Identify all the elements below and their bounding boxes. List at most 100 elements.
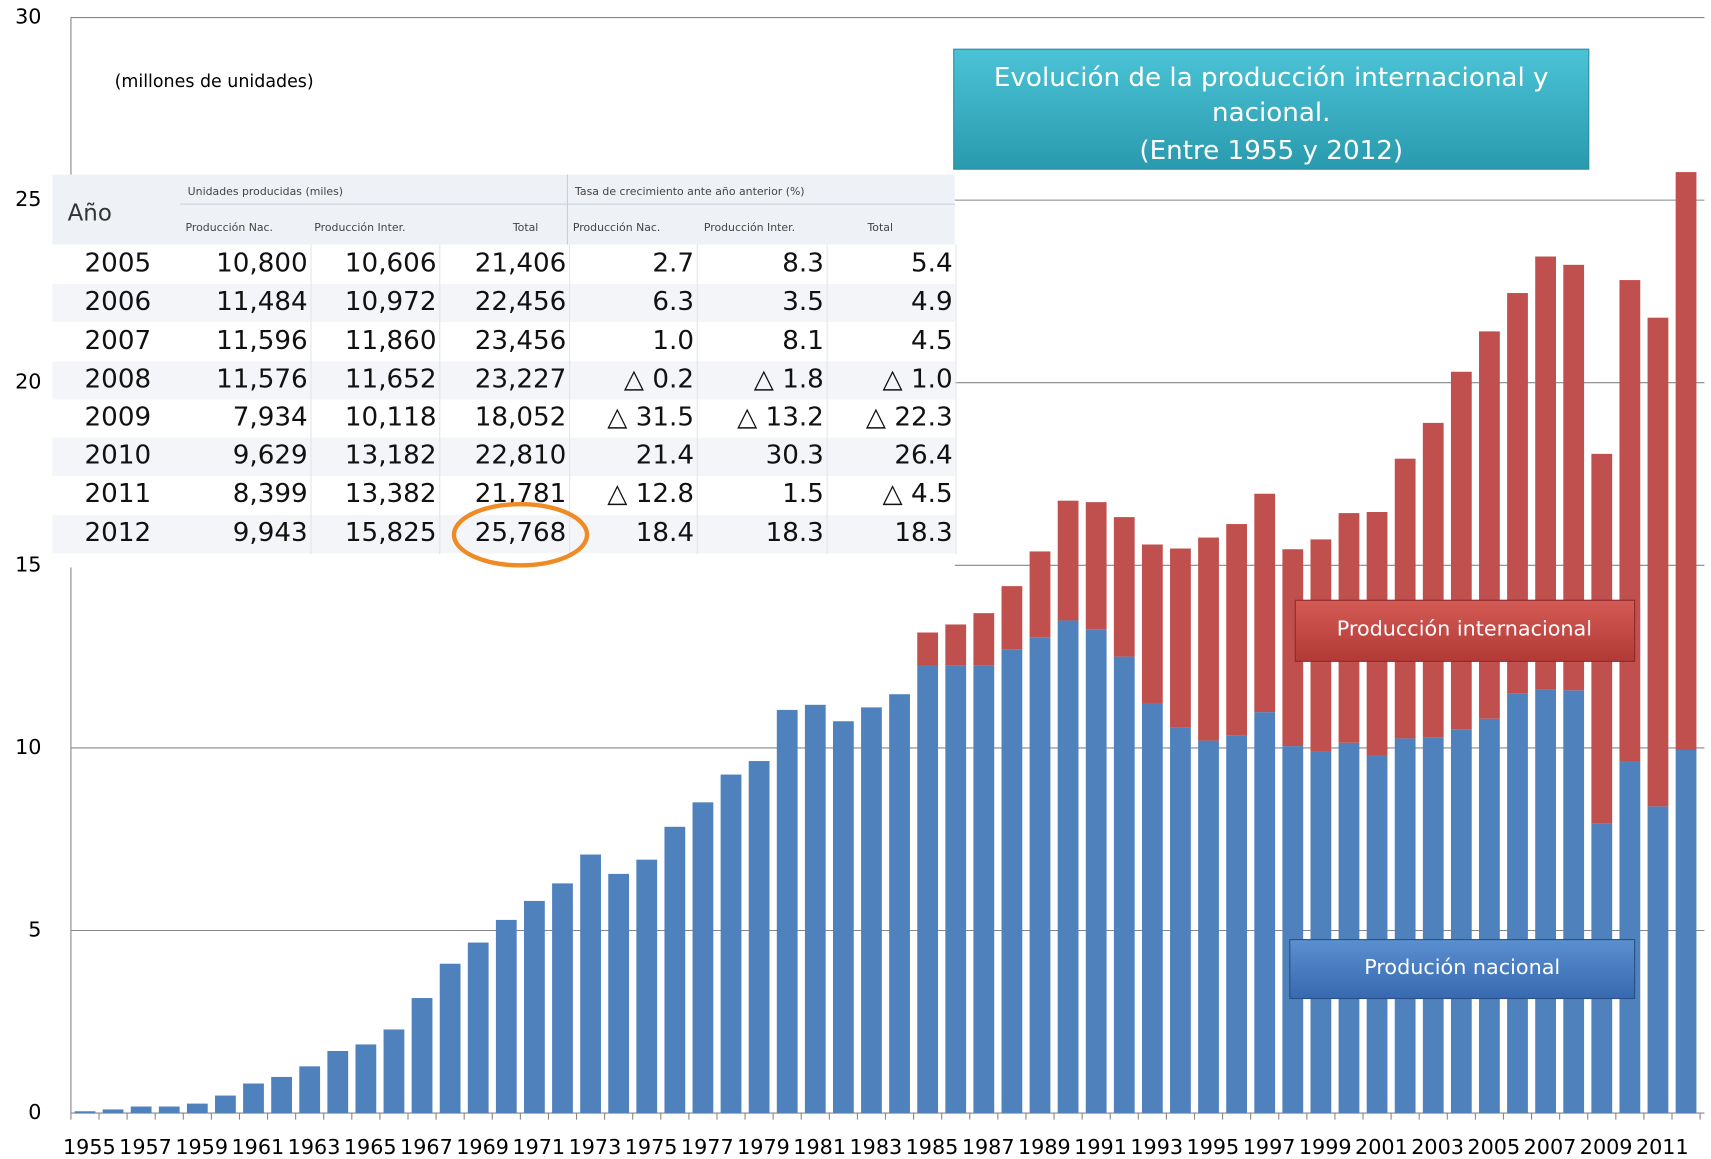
table-cell: 11,576 <box>216 364 308 394</box>
bar <box>1675 749 1697 1114</box>
table-cell: 11,860 <box>345 326 437 356</box>
bar <box>1563 264 1585 691</box>
x-tick-label: 1977 <box>681 1135 734 1159</box>
bar <box>1535 689 1556 1114</box>
y-tick-label: 0 <box>28 1100 41 1124</box>
x-tick-label: 2003 <box>1411 1135 1464 1159</box>
table-cell: 2005 <box>85 249 152 279</box>
x-tick-label: 2009 <box>1580 1135 1633 1159</box>
x-tick-label: 1975 <box>625 1135 678 1159</box>
bar <box>748 761 770 1114</box>
x-tick-label: 1995 <box>1187 1135 1240 1159</box>
bar <box>1170 548 1191 728</box>
x-tick-label: 1969 <box>456 1135 509 1159</box>
bar <box>917 632 939 666</box>
x-tick-label: 2005 <box>1467 1135 1520 1159</box>
bar <box>804 704 826 1114</box>
chart-title: (Entre 1955 y 2012) <box>1139 136 1403 166</box>
x-tick-label: 2001 <box>1355 1135 1408 1159</box>
x-tick-label: 1985 <box>906 1135 959 1159</box>
bar <box>1394 738 1416 1114</box>
bar <box>467 942 489 1114</box>
title-box <box>953 48 1590 170</box>
table-cell: 1.5 <box>782 479 824 509</box>
bar <box>1226 524 1248 736</box>
bar <box>1422 737 1444 1114</box>
x-tick-label: 1963 <box>288 1135 341 1159</box>
x-tick-label: 1987 <box>962 1135 1015 1159</box>
table-cell: △ 13.2 <box>737 403 824 433</box>
bar <box>1226 735 1248 1114</box>
table-cell: 23,227 <box>475 364 567 394</box>
bar <box>552 883 573 1114</box>
bar <box>1422 422 1444 738</box>
highlight-circle <box>451 502 590 568</box>
table-cell: 8.3 <box>782 249 824 279</box>
x-tick-label: 2007 <box>1524 1135 1577 1159</box>
table-cell: 21.4 <box>636 441 694 471</box>
bar <box>1254 712 1276 1114</box>
table-cell: 18.3 <box>894 518 952 548</box>
legend-label: Produción nacional <box>1364 955 1560 979</box>
table-cell: 10,606 <box>345 249 437 279</box>
table-cell: 2006 <box>85 287 152 317</box>
bar <box>720 774 742 1114</box>
bar <box>1366 755 1388 1114</box>
bar <box>130 1106 152 1114</box>
bar <box>1310 751 1332 1114</box>
y-tick-label: 5 <box>28 918 41 942</box>
table-cell: 25,768 <box>475 518 567 548</box>
bar <box>692 802 714 1114</box>
bar <box>439 963 461 1114</box>
bar <box>1450 729 1472 1114</box>
bar <box>1085 629 1107 1114</box>
x-tick-label: 2011 <box>1636 1135 1689 1159</box>
bar <box>1198 537 1219 741</box>
table-cell: 9,943 <box>233 518 308 548</box>
table-cell: 22,810 <box>475 441 567 471</box>
bar <box>243 1083 264 1114</box>
table-row-bg <box>52 515 955 554</box>
table-cell: △ 12.8 <box>607 479 694 509</box>
table-cell: 10,118 <box>345 403 437 433</box>
bar <box>327 1051 349 1114</box>
bar <box>973 665 995 1114</box>
bar <box>1113 517 1135 657</box>
bar <box>1198 740 1219 1114</box>
table-header: Total <box>867 221 893 234</box>
table-cell: 18,052 <box>475 403 567 433</box>
table-cell: △ 31.5 <box>607 403 694 433</box>
table-cell: 7,934 <box>233 403 308 433</box>
table-cell: △ 1.0 <box>883 364 953 394</box>
unit-label: (millones de unidades) <box>115 72 314 92</box>
table-group-header: Tasa de crecimiento ante año anterior (%… <box>574 185 805 198</box>
legend-box <box>1294 599 1636 662</box>
bar <box>355 1044 377 1114</box>
bar <box>271 1076 292 1114</box>
x-tick-label: 1991 <box>1074 1135 1127 1159</box>
x-tick-label: 1983 <box>849 1135 902 1159</box>
chart-title: Evolución de la producción internacional… <box>994 63 1549 93</box>
bar <box>1170 727 1191 1114</box>
x-tick-label: 1967 <box>400 1135 453 1159</box>
bar <box>1029 551 1051 638</box>
table-cell: 13,382 <box>345 479 437 509</box>
table-row-bg <box>52 437 955 476</box>
table-cell: 9,629 <box>233 441 308 471</box>
bar <box>580 854 601 1114</box>
table-cell: 4.9 <box>911 287 953 317</box>
x-tick-label: 1955 <box>63 1135 116 1159</box>
bar <box>1338 742 1360 1114</box>
bar <box>1450 371 1472 730</box>
bar <box>636 859 658 1114</box>
y-tick-label: 10 <box>15 735 41 759</box>
table-cell: 15,825 <box>345 518 437 548</box>
table-cell: △ 1.8 <box>754 364 824 394</box>
bar <box>102 1109 124 1114</box>
bar <box>74 1111 96 1114</box>
bar <box>973 613 995 666</box>
bar <box>1113 656 1135 1114</box>
table-group-header: Unidades producidas (miles) <box>188 185 343 198</box>
bar <box>1282 549 1304 747</box>
bar <box>1001 649 1023 1114</box>
